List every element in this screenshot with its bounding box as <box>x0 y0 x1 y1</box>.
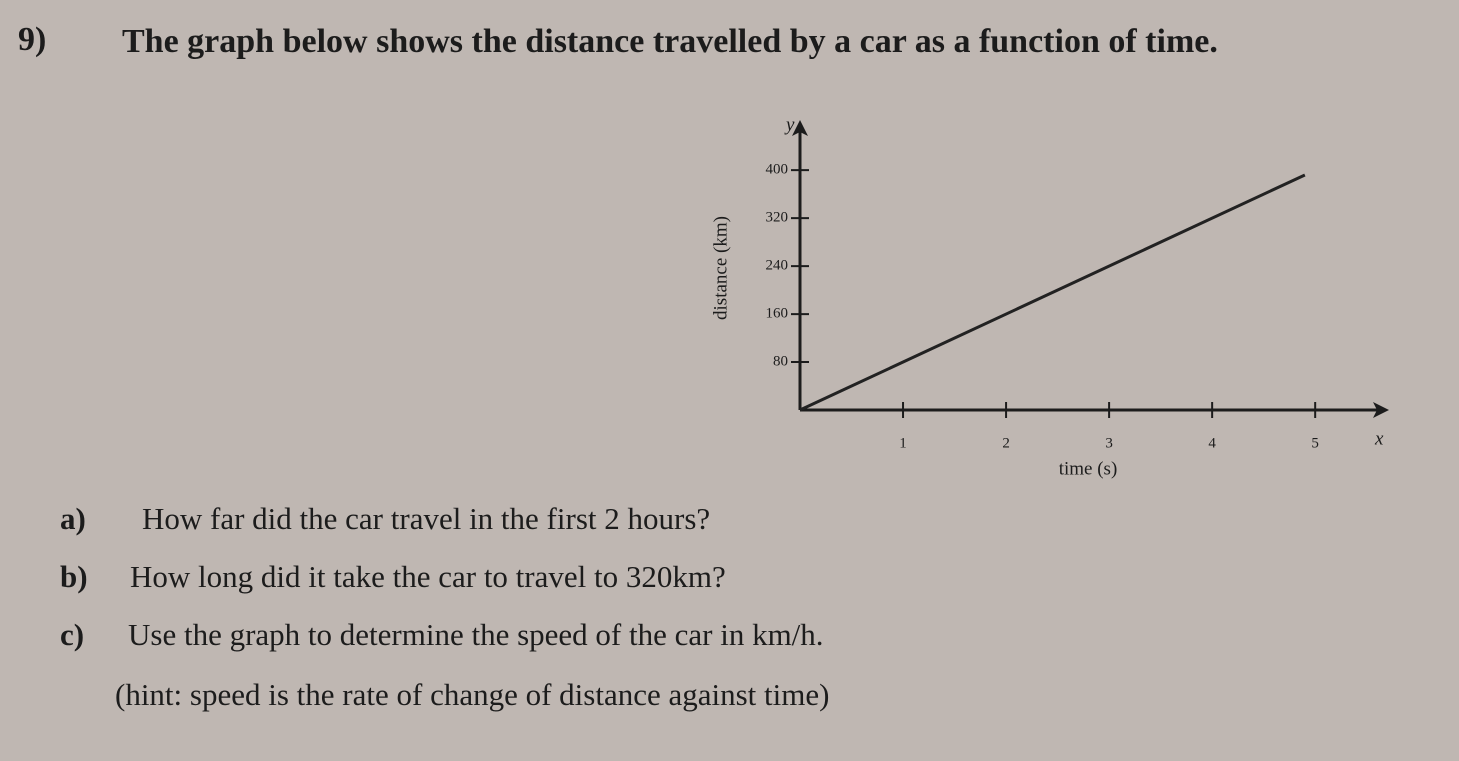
y-tick-label: 240 <box>766 258 789 274</box>
hint-text: (hint: speed is the rate of change of di… <box>115 677 829 712</box>
y-arrow <box>792 120 808 136</box>
data-line <box>799 173 1306 412</box>
part-text: How long did it take the car to travel t… <box>130 559 726 594</box>
part-label: a) <box>60 501 86 536</box>
x-tick-label: 1 <box>899 435 907 451</box>
question-text: The graph below shows the distance trave… <box>122 23 1218 60</box>
x-tick-label: 5 <box>1311 435 1319 451</box>
part-label: b) <box>60 559 88 594</box>
y-tick-label: 80 <box>773 353 788 369</box>
x-arrow <box>1373 402 1389 418</box>
part-text: How far did the car travel in the first … <box>142 501 710 536</box>
x-axis-letter: x <box>1374 428 1384 449</box>
chart: x y 1 2 3 4 5 80 160 240 320 400 time (s) distance (k… <box>710 114 1389 479</box>
y-axis-letter: y <box>784 114 795 135</box>
question-number: 9) <box>18 21 46 58</box>
x-tick-label: 2 <box>1002 435 1010 451</box>
x-axis-label: time (s) <box>1059 458 1118 479</box>
y-tick-label: 160 <box>766 306 789 322</box>
part-label: c) <box>60 617 84 652</box>
x-tick-label: 4 <box>1208 435 1216 451</box>
y-tick-label: 400 <box>766 162 789 178</box>
y-axis-label: distance (km) <box>710 216 731 320</box>
x-tick-label: 3 <box>1105 435 1113 451</box>
y-tick-label: 320 <box>766 210 789 226</box>
part-text: Use the graph to determine the speed of … <box>128 617 824 652</box>
